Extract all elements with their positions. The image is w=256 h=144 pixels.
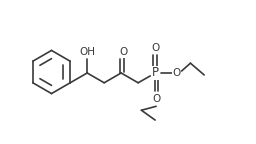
Text: O: O (119, 47, 127, 57)
Text: O: O (151, 43, 159, 53)
Text: OH: OH (79, 47, 95, 57)
Text: P: P (152, 67, 159, 79)
Text: O: O (173, 68, 181, 78)
Text: O: O (152, 94, 160, 104)
